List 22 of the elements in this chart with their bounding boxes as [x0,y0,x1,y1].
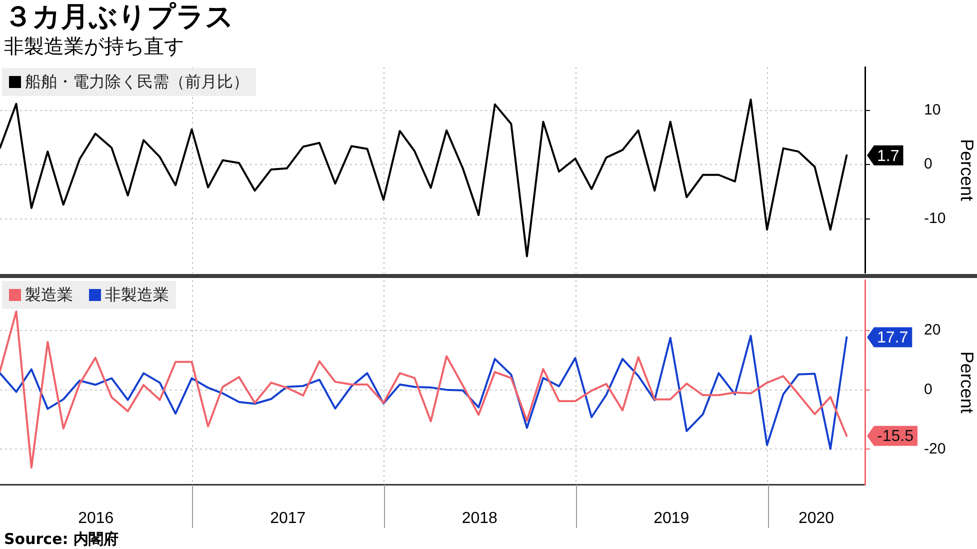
y-tick-label: -20 [924,440,946,458]
x-tick-label: 2016 [78,510,114,527]
y-axis-title: Percent [957,351,977,414]
data-label: 1.7 [877,148,900,165]
source-note: Source: 内閣府 [4,530,118,548]
y-axis-title: Percent [957,138,977,202]
data-label: 17.7 [877,330,908,347]
x-tick-label: 2020 [798,510,834,527]
x-tick-label: 2018 [462,510,498,527]
legend-label: 船舶・電力除く民需（前月比） [25,72,249,92]
y-tick-label: 10 [924,102,941,119]
x-tick-label: 2019 [654,510,690,527]
y-tick-label: 0 [924,156,932,173]
y-tick-label: 20 [924,322,941,339]
chart-title: ３カ月ぶりプラス [4,0,234,34]
y-tick-label: -10 [924,210,946,227]
data-label: -15.5 [877,428,914,446]
chart-subtitle: 非製造業が持ち直す [4,33,184,59]
legend-label: 非製造業 [105,285,169,304]
y-tick-label: 0 [924,380,932,398]
legend-label: 製造業 [25,285,73,304]
x-tick-label: 2017 [270,510,306,527]
